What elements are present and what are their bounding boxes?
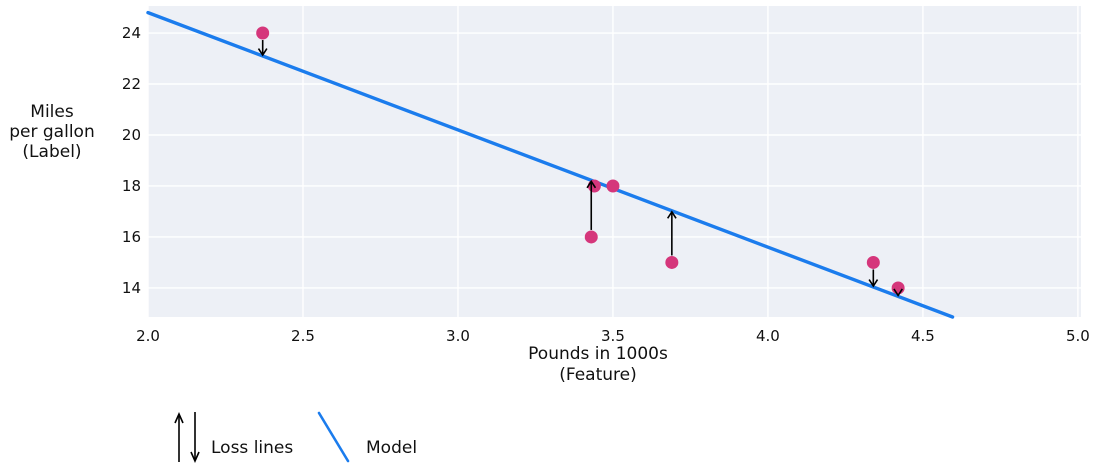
legend-label-loss-lines: Loss lines <box>211 438 294 458</box>
y-axis-label: Miles per gallon (Label) <box>9 102 95 162</box>
loss-arrows-icon <box>174 412 200 463</box>
legend-label-model: Model <box>366 438 418 458</box>
loss-arrow <box>868 269 879 288</box>
x-tick-label: 2.0 <box>136 327 160 345</box>
loss-arrow <box>586 179 597 230</box>
x-tick-label: 4.5 <box>911 327 935 345</box>
loss-arrow <box>666 210 677 256</box>
plot-background <box>148 6 1081 317</box>
model-line-icon <box>317 411 350 463</box>
y-tick-label: 16 <box>122 228 141 246</box>
x-tick-label: 3.0 <box>446 327 470 345</box>
x-axis-label: Pounds in 1000s (Feature) <box>528 344 668 385</box>
data-point <box>665 255 679 269</box>
loss-arrow <box>257 40 268 57</box>
x-tick-label: 2.5 <box>291 327 315 345</box>
data-point <box>866 255 880 269</box>
y-tick-label: 18 <box>122 177 141 195</box>
data-point <box>584 230 598 244</box>
data-point <box>606 179 620 193</box>
x-tick-label: 4.0 <box>756 327 780 345</box>
loss-arrow <box>893 288 903 297</box>
data-point <box>256 26 270 40</box>
y-tick-label: 24 <box>122 24 141 42</box>
data-point <box>891 281 905 295</box>
x-tick-label: 5.0 <box>1066 327 1090 345</box>
model-line <box>146 10 955 319</box>
y-tick-label: 14 <box>122 279 141 297</box>
x-tick-label: 3.5 <box>601 327 625 345</box>
y-tick-label: 20 <box>122 126 141 144</box>
y-tick-label: 22 <box>122 75 141 93</box>
